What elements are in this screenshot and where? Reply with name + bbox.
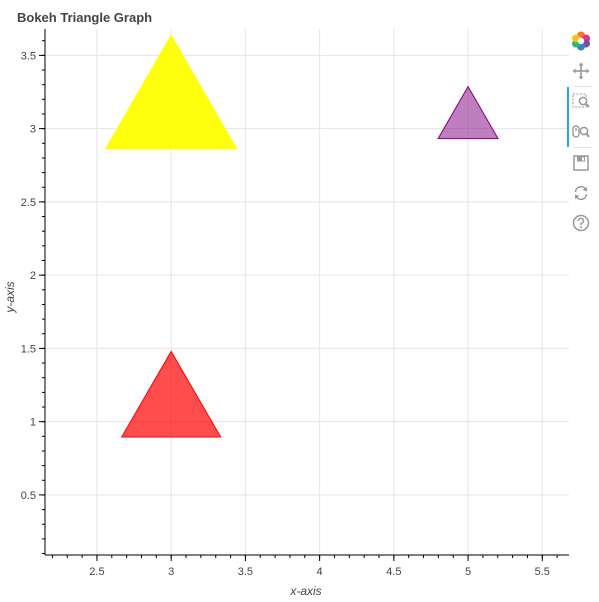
- toolbar-separator: [574, 147, 592, 148]
- y-tick-label: 3: [30, 124, 36, 136]
- y-tick-label: 1: [30, 417, 36, 429]
- x-tick-label: 5.5: [535, 566, 550, 578]
- x-tick-label: 3.5: [238, 566, 253, 578]
- triangle-marker: [104, 34, 238, 150]
- x-tick-label: 5: [465, 566, 471, 578]
- bokeh-logo-button[interactable]: [566, 26, 596, 56]
- y-axis-label: y-axis: [3, 281, 17, 313]
- toolbar: [566, 26, 596, 238]
- axes: 2.5 3 3.5 4 4.5 5 5.5 0.5 1 1.5 2 2.5 3 3.5: [21, 29, 569, 578]
- pan-icon: [572, 62, 590, 80]
- y-tick-label: 3.5: [21, 50, 36, 62]
- grid: [45, 29, 569, 555]
- reset-icon: [574, 185, 588, 201]
- box-zoom-tool-button[interactable]: [566, 87, 596, 117]
- triangle-marker: [120, 350, 222, 438]
- pan-tool-button[interactable]: [566, 56, 596, 86]
- y-tick-label: 0.5: [21, 490, 36, 502]
- triangle-marker: [437, 85, 499, 140]
- x-tick-label: 4: [317, 566, 323, 578]
- save-icon: [573, 155, 589, 171]
- y-tick-label: 1.5: [21, 343, 36, 355]
- x-tick-label: 2.5: [89, 566, 104, 578]
- x-tick-label: 4.5: [386, 566, 401, 578]
- wheel-zoom-icon: [572, 125, 590, 138]
- x-tick-label: 3: [168, 566, 174, 578]
- bokeh-logo-icon: [572, 31, 590, 51]
- y-tick-label: 2.5: [21, 197, 36, 209]
- markers: [104, 34, 499, 438]
- help-tool-button[interactable]: [566, 208, 596, 238]
- wheel-zoom-tool-button[interactable]: [566, 117, 596, 147]
- box-zoom-icon: [572, 93, 590, 108]
- help-icon: [572, 214, 590, 232]
- y-tick-label: 2: [30, 270, 36, 282]
- toolbar-separator: [574, 86, 592, 87]
- x-axis-label: x-axis: [289, 584, 321, 598]
- save-tool-button[interactable]: [566, 148, 596, 178]
- chart-title: Bokeh Triangle Graph: [17, 10, 152, 25]
- reset-tool-button[interactable]: [566, 178, 596, 208]
